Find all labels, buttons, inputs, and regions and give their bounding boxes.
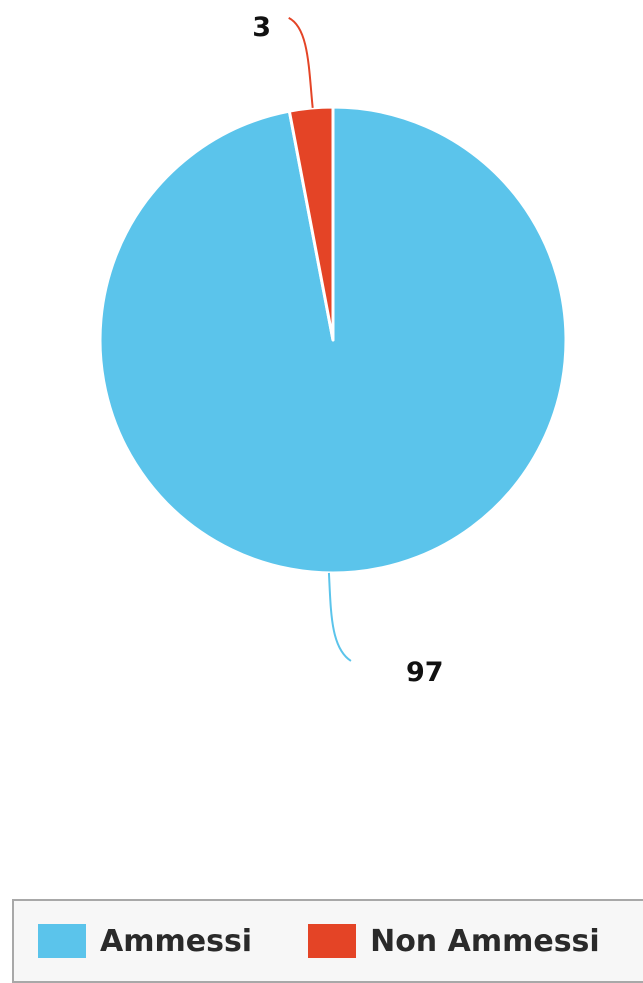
- pie-slice-non-ammessi[interactable]: [287, 105, 335, 342]
- pie-chart: 97 3: [98, 12, 568, 688]
- legend-item-non-ammessi[interactable]: Non Ammessi: [308, 924, 600, 959]
- leader-line-non-ammessi: [288, 16, 314, 108]
- legend-label-ammessi: Ammessi: [100, 923, 253, 959]
- data-label-non-ammessi: 3: [252, 12, 271, 43]
- data-labels: 97 3: [252, 12, 443, 688]
- legend-item-ammessi[interactable]: Ammessi: [38, 924, 252, 959]
- leader-lines: [288, 16, 352, 662]
- data-label-ammessi: 97: [406, 657, 444, 688]
- legend-swatch-ammessi: [38, 924, 86, 958]
- legend-swatch-non-ammessi: [308, 924, 357, 958]
- legend-label-non-ammessi: Non Ammessi: [370, 923, 600, 959]
- pie-slices: [98, 105, 568, 575]
- chart-legend: Ammessi Non Ammessi: [12, 899, 643, 983]
- leader-line-ammessi: [327, 572, 352, 662]
